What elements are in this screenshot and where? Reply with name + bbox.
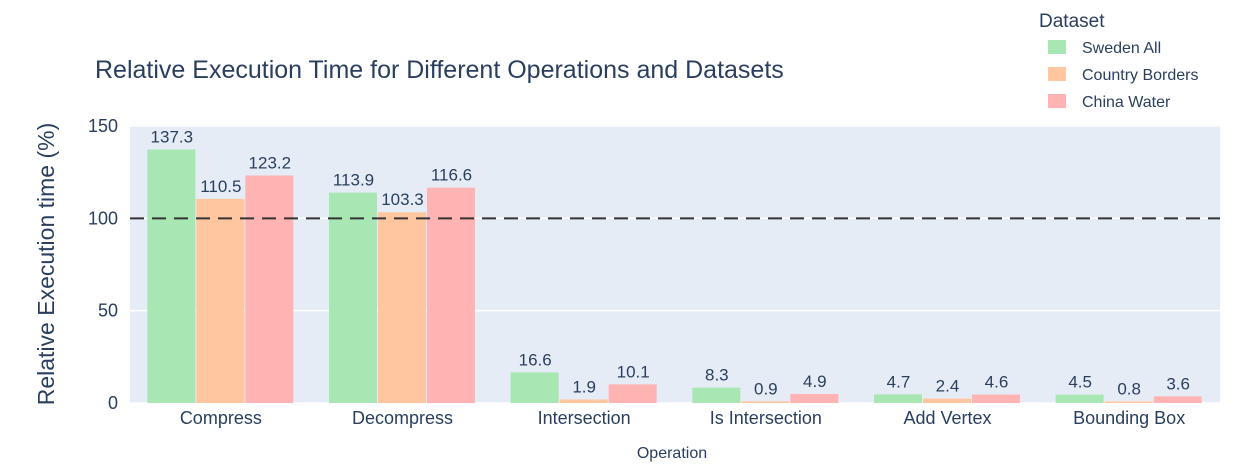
bars: [147, 149, 1202, 403]
x-axis-title: Operation: [637, 445, 707, 462]
data-label: 4.6: [985, 373, 1009, 392]
x-tick-label: Intersection: [538, 408, 631, 428]
data-label: 123.2: [249, 153, 292, 172]
bar: [790, 393, 839, 403]
plot-area: [130, 125, 1220, 403]
y-tick-label: 0: [108, 393, 118, 413]
x-axis-ticks: Compress Decompress Intersection Is Interse…: [180, 408, 1185, 428]
x-tick-label: Bounding Box: [1073, 408, 1185, 428]
y-tick-label: 150: [88, 116, 118, 136]
data-label: 113.9: [333, 171, 374, 190]
chart-title: Relative Execution Time for Different Op…: [95, 56, 784, 84]
bar: [329, 192, 377, 403]
legend-entry: Country Borders: [1082, 67, 1199, 84]
bar: [196, 198, 245, 403]
legend-swatch: [1048, 94, 1066, 108]
legend-entry: Sweden All: [1082, 40, 1161, 57]
bar: [1104, 401, 1153, 403]
x-tick-label: Decompress: [352, 408, 453, 428]
data-label: 1.9: [572, 377, 596, 396]
data-label: 3.6: [1166, 374, 1190, 393]
bar: [245, 175, 294, 403]
bar: [510, 372, 559, 403]
bar: [874, 394, 922, 403]
legend-entry: China Water: [1082, 94, 1171, 111]
legend-swatch: [1048, 40, 1066, 54]
y-axis-ticks: 0 50 100 150: [88, 116, 118, 413]
bar: [972, 394, 1020, 403]
bar: [427, 187, 475, 403]
data-label: 2.4: [936, 377, 960, 396]
data-label: 0.9: [754, 379, 778, 398]
bar: [608, 384, 657, 403]
data-label: 10.1: [617, 362, 650, 381]
data-label: 4.7: [887, 372, 911, 391]
bar: [1153, 396, 1202, 403]
y-tick-label: 100: [88, 208, 118, 228]
x-tick-label: Add Vertex: [903, 408, 991, 428]
legend-title: Dataset: [1039, 11, 1105, 32]
bar: [741, 401, 790, 403]
y-tick-label: 50: [98, 301, 118, 321]
bar: [559, 399, 608, 403]
data-label: 4.5: [1068, 373, 1092, 392]
data-label: 8.3: [705, 366, 729, 385]
bar: [1055, 394, 1104, 403]
bar: [923, 398, 971, 403]
y-axis-title: Relative Execution time (%): [33, 123, 59, 406]
bar: [692, 387, 741, 403]
x-tick-label: Compress: [180, 408, 262, 428]
bar: [147, 149, 196, 403]
data-label: 0.8: [1117, 380, 1141, 399]
data-label: 137.3: [151, 127, 194, 146]
data-labels: 137.3 110.5 123.2 113.9 103.3 116.6 16.6 1.9 10.…: [151, 127, 1190, 398]
legend-swatch: [1048, 67, 1066, 81]
bar: [378, 212, 426, 403]
data-label: 116.6: [431, 166, 472, 185]
x-tick-label: Is Intersection: [710, 408, 822, 428]
data-label: 4.9: [803, 372, 827, 391]
legend: Dataset Sweden All Country Borders China W…: [1039, 11, 1199, 111]
data-label: 110.5: [200, 177, 241, 196]
data-label: 16.6: [519, 350, 552, 369]
data-label: 103.3: [381, 190, 424, 209]
